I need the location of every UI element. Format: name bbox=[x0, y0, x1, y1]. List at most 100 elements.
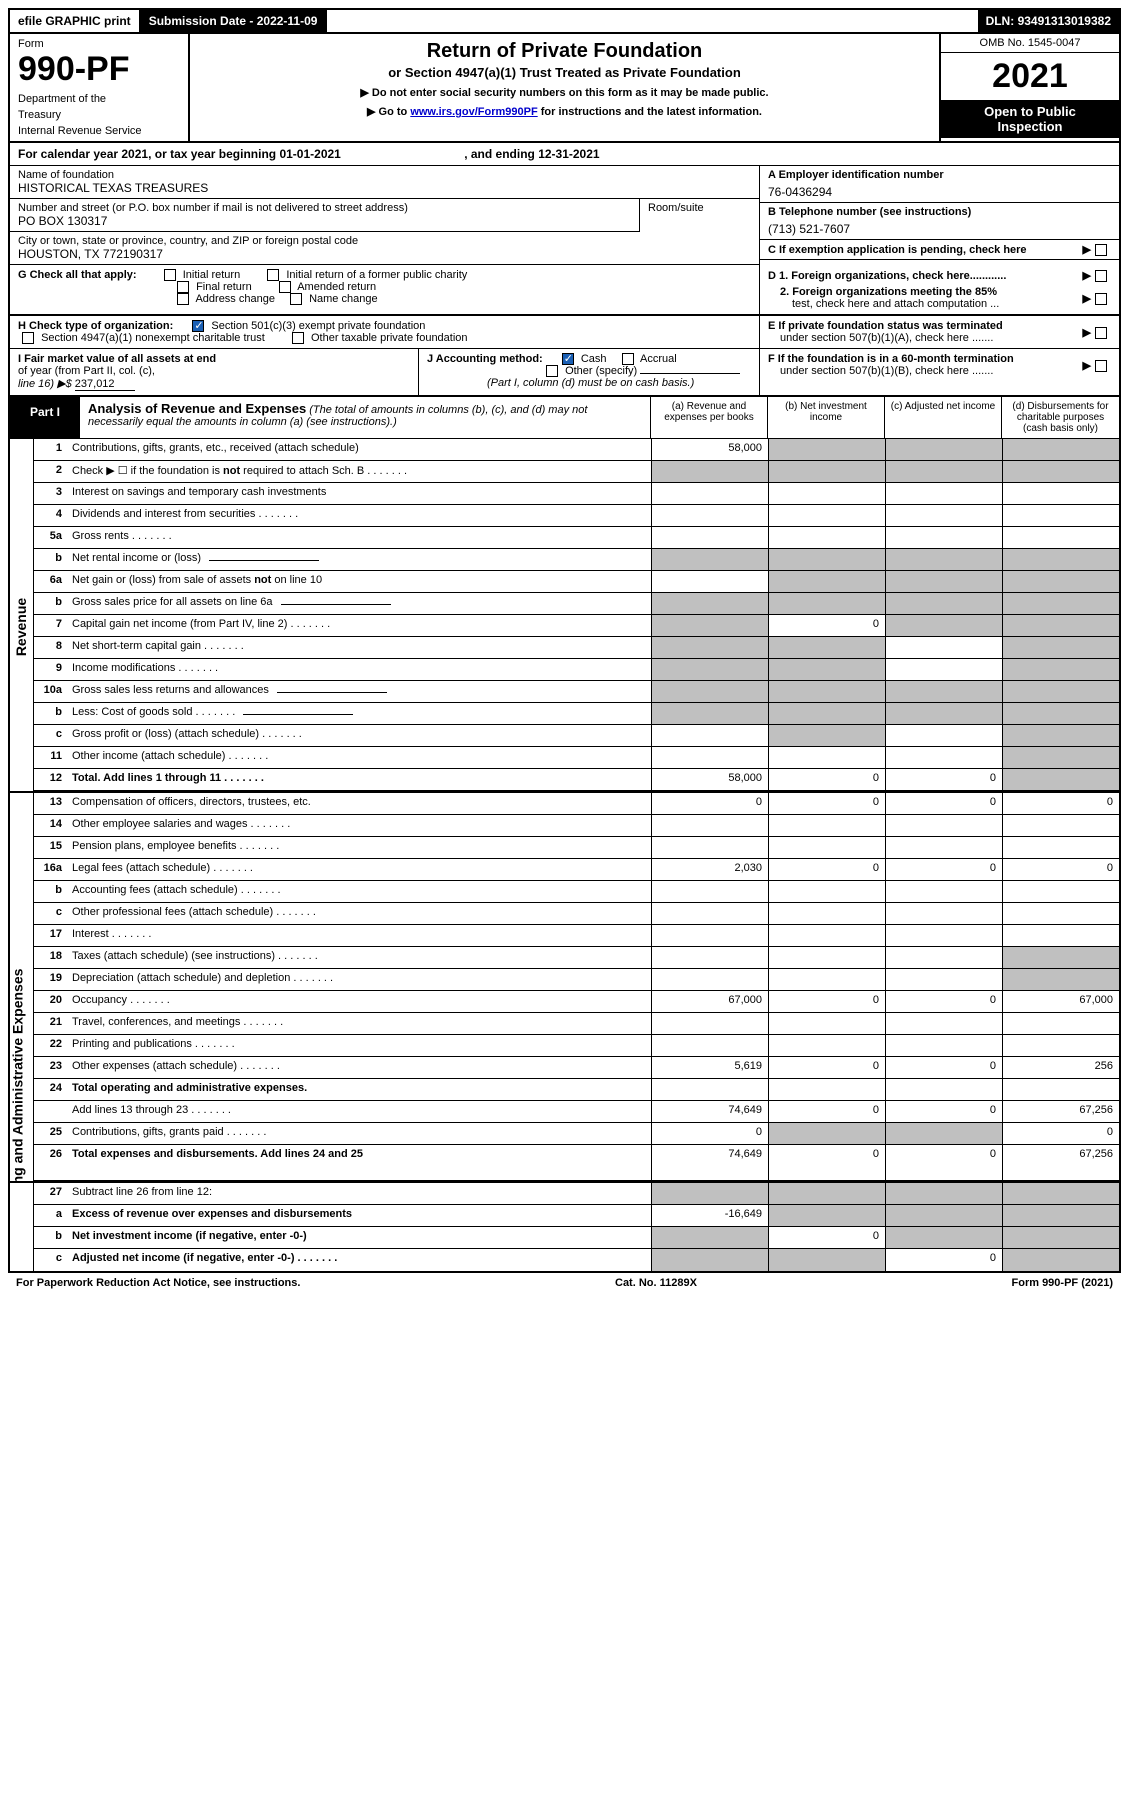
col-b bbox=[768, 461, 885, 482]
cal-text2: , and ending bbox=[464, 147, 538, 161]
h-opt3: Other taxable private foundation bbox=[311, 332, 468, 344]
col-a bbox=[651, 527, 768, 548]
col-d bbox=[1002, 549, 1119, 570]
form-header: Form 990-PF Department of the Treasury I… bbox=[8, 34, 1121, 141]
page-footer: For Paperwork Reduction Act Notice, see … bbox=[8, 1273, 1121, 1293]
col-c bbox=[885, 461, 1002, 482]
j-other-checkbox[interactable] bbox=[546, 365, 558, 377]
g-opt4: Address change bbox=[195, 293, 275, 305]
dept-line3: Internal Revenue Service bbox=[18, 125, 180, 137]
line-number: 23 bbox=[34, 1057, 68, 1078]
g-initial-former[interactable] bbox=[267, 269, 279, 281]
d1-checkbox[interactable] bbox=[1095, 270, 1107, 282]
f-checkbox[interactable] bbox=[1095, 360, 1107, 372]
table-row: 21Travel, conferences, and meetings . . … bbox=[34, 1013, 1119, 1035]
entity-block: Name of foundation HISTORICAL TEXAS TREA… bbox=[8, 166, 1121, 265]
line-desc: Compensation of officers, directors, tru… bbox=[68, 793, 651, 814]
col-d bbox=[1002, 505, 1119, 526]
col-b: 0 bbox=[768, 1145, 885, 1180]
col-b: 0 bbox=[768, 859, 885, 880]
g-initial-return[interactable] bbox=[164, 269, 176, 281]
submission-date: Submission Date - 2022-11-09 bbox=[141, 10, 328, 32]
h-opt2: Section 4947(a)(1) nonexempt charitable … bbox=[41, 332, 265, 344]
g-address-change[interactable] bbox=[177, 293, 189, 305]
col-c bbox=[885, 527, 1002, 548]
name-label: Name of foundation bbox=[18, 169, 751, 181]
col-b: 0 bbox=[768, 793, 885, 814]
tel-label: B Telephone number (see instructions) bbox=[768, 206, 971, 218]
line-number: b bbox=[34, 593, 68, 614]
col-d bbox=[1002, 881, 1119, 902]
col-a bbox=[651, 881, 768, 902]
line-number: b bbox=[34, 881, 68, 902]
line-desc: Income modifications . . . . . . . bbox=[68, 659, 651, 680]
amt-cell bbox=[651, 1079, 768, 1100]
col-d bbox=[1002, 1249, 1119, 1271]
line-number: 22 bbox=[34, 1035, 68, 1056]
efile-print[interactable]: efile GRAPHIC print bbox=[10, 10, 141, 32]
d2-checkbox[interactable] bbox=[1095, 293, 1107, 305]
h-other-checkbox[interactable] bbox=[292, 332, 304, 344]
e-checkbox[interactable] bbox=[1095, 327, 1107, 339]
line-number: c bbox=[34, 903, 68, 924]
line-number: 5a bbox=[34, 527, 68, 548]
line-number bbox=[34, 1101, 68, 1122]
g-label: G Check all that apply: bbox=[18, 269, 137, 281]
part1-title: Analysis of Revenue and Expenses bbox=[88, 401, 306, 416]
ein: 76-0436294 bbox=[768, 181, 1111, 199]
col-b: 0 bbox=[768, 991, 885, 1012]
h-501c3-checkbox[interactable] bbox=[192, 320, 204, 332]
col-a bbox=[651, 659, 768, 680]
table-row: 22Printing and publications . . . . . . … bbox=[34, 1035, 1119, 1057]
g-final-return[interactable] bbox=[177, 281, 189, 293]
col-a: 0 bbox=[651, 793, 768, 814]
col-c: 0 bbox=[885, 859, 1002, 880]
col-b bbox=[768, 903, 885, 924]
col-d bbox=[1002, 527, 1119, 548]
col-a bbox=[651, 1013, 768, 1034]
g-amended[interactable] bbox=[279, 281, 291, 293]
h-label: H Check type of organization: bbox=[18, 320, 173, 332]
col-d bbox=[1002, 837, 1119, 858]
line-number: b bbox=[34, 549, 68, 570]
h-4947a1-checkbox[interactable] bbox=[22, 332, 34, 344]
j-accrual-checkbox[interactable] bbox=[622, 353, 634, 365]
col-b: 0 bbox=[768, 1057, 885, 1078]
col-b bbox=[768, 837, 885, 858]
col-d bbox=[1002, 947, 1119, 968]
col-a bbox=[651, 571, 768, 592]
col-c bbox=[885, 725, 1002, 746]
line-number: 19 bbox=[34, 969, 68, 990]
col-c bbox=[885, 903, 1002, 924]
c-checkbox[interactable] bbox=[1095, 244, 1107, 256]
revenue-side-label: Revenue bbox=[10, 439, 34, 791]
i-lbl3: line 16) ▶$ bbox=[18, 378, 75, 390]
col-d: 0 bbox=[1002, 859, 1119, 880]
line-desc: Net rental income or (loss) bbox=[68, 549, 651, 570]
table-row: 17Interest . . . . . . . bbox=[34, 925, 1119, 947]
table-row: bNet investment income (if negative, ent… bbox=[34, 1227, 1119, 1249]
line-number: c bbox=[34, 1249, 68, 1271]
form-link[interactable]: www.irs.gov/Form990PF bbox=[410, 106, 537, 118]
col-b: 0 bbox=[768, 769, 885, 790]
g-name-change[interactable] bbox=[290, 293, 302, 305]
g-opt3: Amended return bbox=[297, 281, 376, 293]
d-cell: D 1. Foreign organizations, check here..… bbox=[760, 265, 1119, 314]
table-row: 7Capital gain net income (from Part IV, … bbox=[34, 615, 1119, 637]
d2b: test, check here and attach computation … bbox=[792, 298, 999, 310]
j-cash-checkbox[interactable] bbox=[562, 353, 574, 365]
g-opt0: Initial return bbox=[183, 269, 240, 281]
subdate-label: Submission Date - bbox=[149, 14, 257, 28]
table-row: 24Total operating and administrative exp… bbox=[34, 1079, 1119, 1101]
line-desc: Pension plans, employee benefits . . . .… bbox=[68, 837, 651, 858]
col-b bbox=[768, 1035, 885, 1056]
h-e-block: H Check type of organization: Section 50… bbox=[8, 316, 1121, 349]
dept-line2: Treasury bbox=[18, 109, 180, 121]
col-c bbox=[885, 681, 1002, 702]
j-other: Other (specify) bbox=[565, 365, 637, 377]
line-number: 14 bbox=[34, 815, 68, 836]
col-c: 0 bbox=[885, 1145, 1002, 1180]
col-b bbox=[768, 483, 885, 504]
line-number: 4 bbox=[34, 505, 68, 526]
col-c: 0 bbox=[885, 1057, 1002, 1078]
